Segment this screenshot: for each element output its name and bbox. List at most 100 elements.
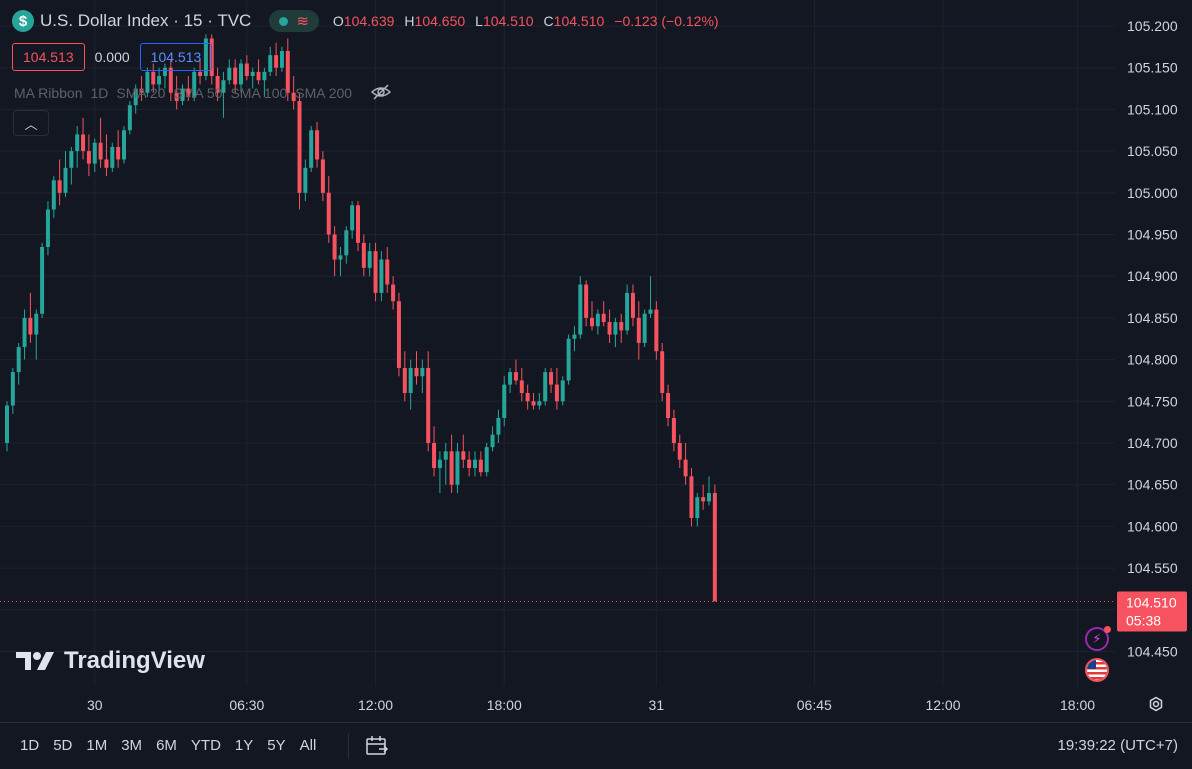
ohlc-high: 104.650 bbox=[414, 13, 466, 29]
sell-button[interactable]: 104.513 bbox=[12, 43, 85, 71]
candle bbox=[315, 121, 320, 168]
candle bbox=[496, 409, 501, 443]
clock-timezone[interactable]: 19:39:22 (UTC+7) bbox=[1057, 737, 1178, 754]
wave-icon: ≋ bbox=[296, 13, 309, 30]
candle bbox=[361, 234, 366, 277]
candle bbox=[81, 117, 86, 160]
y-tick-label: 105.200 bbox=[1127, 18, 1178, 34]
candle-body bbox=[513, 372, 518, 381]
candle bbox=[478, 451, 483, 477]
candle-body bbox=[285, 51, 290, 93]
candle-body bbox=[560, 380, 565, 402]
x-tick-label: 06:30 bbox=[229, 697, 264, 713]
timeframe-all[interactable]: All bbox=[299, 737, 317, 754]
indicator-param: SMA 20 bbox=[116, 85, 166, 101]
candle-body bbox=[332, 234, 337, 260]
ohlc-open: 104.639 bbox=[343, 13, 395, 29]
y-tick-label: 104.700 bbox=[1127, 435, 1178, 451]
candle-body bbox=[566, 338, 571, 381]
candle bbox=[92, 138, 97, 172]
timeframe-6m[interactable]: 6M bbox=[156, 737, 177, 754]
time-axis[interactable]: 30 06:30 12:00 18:00 31 06:45 12:00 18:00 bbox=[87, 697, 1095, 713]
candle bbox=[157, 67, 162, 97]
candle bbox=[122, 126, 126, 164]
candle-body bbox=[28, 317, 33, 335]
candle bbox=[303, 159, 308, 202]
candle-body bbox=[630, 292, 635, 318]
date-range-icon[interactable] bbox=[365, 735, 389, 757]
candle-body bbox=[104, 159, 109, 168]
market-status-pill[interactable]: ≋ bbox=[269, 10, 319, 32]
lightning-icon[interactable]: ⚡ bbox=[1085, 626, 1111, 651]
candle bbox=[133, 84, 138, 114]
candle-body bbox=[490, 434, 495, 448]
candle-body bbox=[16, 347, 21, 373]
timeframe-5y[interactable]: 5Y bbox=[267, 737, 286, 754]
indicator-param: SMA 100 bbox=[230, 85, 288, 101]
candle bbox=[508, 367, 513, 393]
chevron-up-icon[interactable]: ︿ bbox=[13, 110, 49, 136]
candle bbox=[379, 251, 384, 302]
buy-button[interactable]: 104.513 bbox=[139, 43, 213, 71]
x-tick-label: 31 bbox=[649, 697, 665, 713]
candle bbox=[291, 76, 296, 110]
last-price-badge bbox=[1117, 591, 1187, 632]
candle bbox=[683, 443, 688, 485]
candle-body bbox=[22, 317, 27, 348]
candle bbox=[34, 309, 39, 360]
candle-body bbox=[508, 372, 513, 385]
price-axis[interactable]: 105.200 105.150 105.100 105.050 105.000 104.9… bbox=[1127, 18, 1178, 660]
timeframe-1d[interactable]: 1D bbox=[20, 737, 40, 754]
last-price-label: 104.510 bbox=[1126, 594, 1177, 610]
candle bbox=[625, 284, 630, 335]
gear-icon[interactable] bbox=[1146, 694, 1166, 714]
candle-body bbox=[186, 88, 191, 97]
candle-body bbox=[595, 313, 600, 327]
timeframe-5d[interactable]: 5D bbox=[53, 737, 73, 754]
candle-body bbox=[350, 205, 355, 231]
timeframe-1y[interactable]: 1Y bbox=[234, 737, 254, 754]
candle-body bbox=[309, 130, 314, 168]
candle-body bbox=[607, 322, 612, 335]
timeframe-ytd[interactable]: YTD bbox=[190, 737, 221, 754]
candle-body bbox=[239, 63, 243, 85]
timeframe-3m[interactable]: 3M bbox=[121, 737, 143, 754]
candle bbox=[215, 67, 220, 102]
candle-body bbox=[601, 313, 606, 323]
candle-body bbox=[590, 317, 594, 327]
bid-ask-row: 104.513 0.000 104.513 bbox=[12, 43, 213, 71]
candle bbox=[707, 476, 711, 506]
candle-body bbox=[180, 88, 185, 102]
candle bbox=[344, 226, 349, 264]
symbol-title[interactable]: U.S. Dollar Index · 15 · TVC bbox=[40, 11, 252, 30]
indicator-legend[interactable]: MA Ribbon 1D SMA 20 SMA 50 SMA 100 SMA 2… bbox=[14, 85, 352, 101]
candle-body bbox=[168, 67, 173, 93]
candle-body bbox=[432, 443, 437, 469]
candle bbox=[57, 159, 62, 206]
candle-body bbox=[116, 146, 121, 160]
candle-body bbox=[543, 372, 548, 402]
candle bbox=[519, 367, 524, 402]
x-tick-label: 18:00 bbox=[1060, 697, 1095, 713]
ohlc-close: 104.510 bbox=[553, 13, 605, 29]
candle bbox=[560, 376, 565, 406]
candle bbox=[584, 280, 589, 327]
timeframe-1m[interactable]: 1M bbox=[86, 737, 108, 754]
candle-body bbox=[461, 451, 466, 460]
candle-body bbox=[467, 459, 472, 469]
x-tick-label: 06:45 bbox=[797, 697, 832, 713]
candle bbox=[701, 484, 706, 510]
candle bbox=[443, 443, 448, 485]
candle-body bbox=[455, 451, 460, 485]
candle-body bbox=[344, 230, 349, 256]
dollar-icon: $ bbox=[12, 10, 34, 32]
candle bbox=[285, 38, 290, 102]
candle-body bbox=[5, 405, 9, 443]
y-tick-label: 104.950 bbox=[1127, 227, 1178, 243]
candle-body bbox=[162, 67, 167, 77]
us-flag-icon[interactable] bbox=[1085, 658, 1109, 682]
hidden-eye-icon[interactable] bbox=[370, 83, 392, 101]
notification-dot-icon bbox=[1104, 626, 1111, 633]
candle-body bbox=[484, 447, 489, 473]
